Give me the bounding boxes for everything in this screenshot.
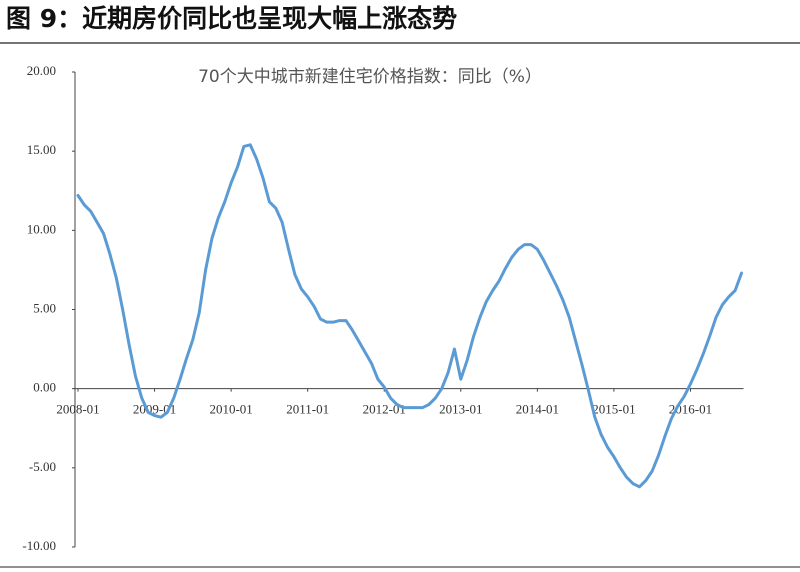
data-line <box>76 143 744 489</box>
y-tick-label: 10.00 <box>27 221 56 236</box>
x-tick-label: 2015-01 <box>592 402 635 417</box>
legend-label: 70个大中城市新建住宅价格指数：同比（%） <box>198 67 542 87</box>
x-tick-label: 2008-01 <box>56 402 99 417</box>
y-tick-label: 0.00 <box>33 380 56 395</box>
x-tick-label: 2012-01 <box>363 402 406 417</box>
y-tick-label: -5.00 <box>29 459 56 474</box>
y-tick-label: 5.00 <box>33 300 56 315</box>
x-tick-label: 2013-01 <box>439 402 482 417</box>
x-tick-label: 2011-01 <box>286 402 329 417</box>
x-tick-label: 2014-01 <box>516 402 559 417</box>
y-tick-label: -10.00 <box>22 538 56 553</box>
x-tick-label: 2010-01 <box>209 402 252 417</box>
chart-title: 图 9：近期房价同比也呈现大幅上涨态势 <box>6 4 457 33</box>
y-tick-label: 20.00 <box>27 63 56 78</box>
y-tick-label: 15.00 <box>27 142 56 157</box>
